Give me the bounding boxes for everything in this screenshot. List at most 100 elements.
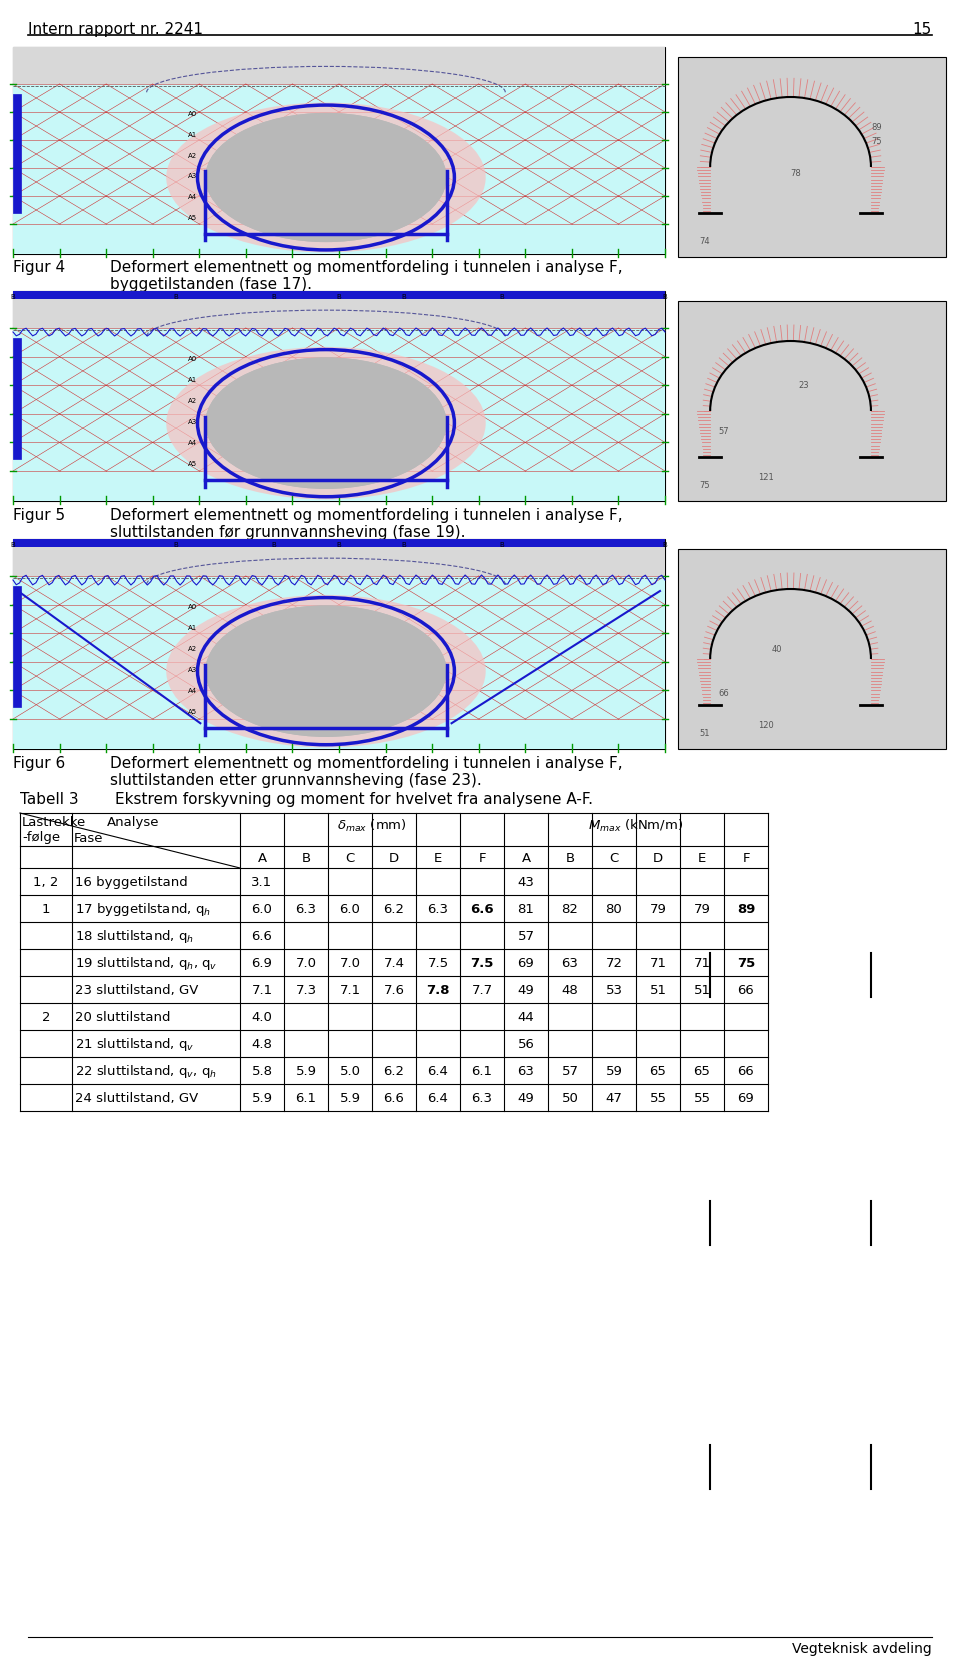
Ellipse shape	[205, 606, 446, 737]
Text: B: B	[301, 852, 311, 863]
Text: 7.1: 7.1	[340, 983, 361, 996]
Bar	[13, 48, 665, 85]
Text: 16 byggetilstand: 16 byggetilstand	[75, 875, 188, 888]
Text: 69: 69	[517, 956, 535, 969]
Text: Deformert elementnett og momentfordeling i tunnelen i analyse F,
byggetilstanden: Deformert elementnett og momentfordeling…	[110, 260, 623, 292]
Text: A0: A0	[188, 111, 198, 118]
Text: 53: 53	[606, 983, 622, 996]
Text: 63: 63	[517, 1064, 535, 1077]
Text: 59: 59	[606, 1064, 622, 1077]
Text: D: D	[389, 852, 399, 863]
Text: 6.1: 6.1	[296, 1092, 317, 1104]
Bar	[13, 540, 665, 548]
Text: 24 sluttilstand, GV: 24 sluttilstand, GV	[75, 1092, 199, 1104]
Text: 57: 57	[517, 930, 535, 943]
Text: 120: 120	[758, 721, 774, 731]
Text: 6.4: 6.4	[427, 1064, 448, 1077]
Text: 17 byggetilstand, q$_h$: 17 byggetilstand, q$_h$	[75, 900, 211, 918]
Bar	[13, 587, 21, 708]
Text: B: B	[402, 293, 407, 300]
Text: 69: 69	[737, 1092, 755, 1104]
Bar	[13, 85, 665, 255]
Text: B: B	[565, 852, 575, 863]
Text: A4: A4	[188, 194, 198, 200]
Text: 6.1: 6.1	[471, 1064, 492, 1077]
Text: 47: 47	[606, 1092, 622, 1104]
Text: 49: 49	[517, 983, 535, 996]
Text: 65: 65	[650, 1064, 666, 1077]
Text: B: B	[402, 542, 407, 548]
Text: 7.4: 7.4	[383, 956, 404, 969]
Text: 66: 66	[737, 1064, 755, 1077]
Text: 6.9: 6.9	[252, 956, 273, 969]
Bar	[13, 292, 665, 300]
Text: 40: 40	[772, 645, 782, 655]
Text: 7.0: 7.0	[340, 956, 361, 969]
Text: A1: A1	[188, 133, 198, 138]
Bar	[13, 94, 21, 214]
Text: F: F	[478, 852, 486, 863]
Text: 4.8: 4.8	[252, 1037, 273, 1051]
Text: 5.9: 5.9	[252, 1092, 273, 1104]
Text: A0: A0	[188, 603, 198, 610]
Text: 75: 75	[871, 138, 881, 146]
Text: $\delta_{max}$ (mm): $\delta_{max}$ (mm)	[337, 817, 407, 833]
Text: 20 sluttilstand: 20 sluttilstand	[75, 1011, 171, 1024]
Text: 23 sluttilstand, GV: 23 sluttilstand, GV	[75, 983, 199, 996]
Text: 55: 55	[693, 1092, 710, 1104]
Text: 6.2: 6.2	[383, 1064, 404, 1077]
Text: 82: 82	[562, 903, 579, 915]
Text: 7.6: 7.6	[383, 983, 404, 996]
Text: 65: 65	[693, 1064, 710, 1077]
Text: 71: 71	[650, 956, 666, 969]
Text: 7.8: 7.8	[426, 983, 449, 996]
Bar	[13, 577, 665, 749]
Text: 50: 50	[562, 1092, 579, 1104]
Text: 4.0: 4.0	[252, 1011, 273, 1024]
Bar	[13, 292, 665, 328]
Bar	[13, 328, 665, 502]
Ellipse shape	[205, 358, 446, 489]
Text: 6.0: 6.0	[252, 903, 273, 915]
Text: 6.0: 6.0	[340, 903, 360, 915]
Text: 6.3: 6.3	[296, 903, 317, 915]
Text: 5.0: 5.0	[340, 1064, 361, 1077]
Text: 23: 23	[799, 381, 809, 391]
Text: Figur 4: Figur 4	[13, 260, 65, 275]
Text: 89: 89	[737, 903, 756, 915]
Text: D: D	[653, 852, 663, 863]
Text: B: B	[662, 293, 667, 300]
Text: E: E	[434, 852, 443, 863]
Text: A5: A5	[188, 215, 198, 220]
Text: A5: A5	[188, 709, 198, 714]
Text: 3.1: 3.1	[252, 875, 273, 888]
Ellipse shape	[166, 595, 486, 747]
Text: A3: A3	[188, 174, 198, 179]
Ellipse shape	[205, 114, 446, 244]
Text: Figur 5: Figur 5	[13, 507, 65, 522]
Text: Fase: Fase	[74, 832, 104, 845]
Bar	[13, 338, 21, 461]
Text: 7.7: 7.7	[471, 983, 492, 996]
Text: A1: A1	[188, 378, 198, 383]
Text: A5: A5	[188, 461, 198, 467]
Text: 43: 43	[517, 875, 535, 888]
Text: 78: 78	[790, 169, 802, 179]
Text: 79: 79	[693, 903, 710, 915]
Text: 6.6: 6.6	[252, 930, 273, 943]
Text: Lastrekke
-følge: Lastrekke -følge	[22, 815, 86, 843]
Text: B: B	[174, 542, 179, 548]
Text: A: A	[257, 852, 267, 863]
Text: C: C	[610, 852, 618, 863]
Text: 5.9: 5.9	[296, 1064, 317, 1077]
Text: 1, 2: 1, 2	[34, 875, 59, 888]
Bar	[13, 540, 665, 577]
Text: 5.9: 5.9	[340, 1092, 361, 1104]
Bar	[13, 48, 665, 255]
Text: 5.8: 5.8	[252, 1064, 273, 1077]
Text: A2: A2	[188, 646, 198, 651]
Text: 75: 75	[737, 956, 756, 969]
Text: F: F	[742, 852, 750, 863]
Text: Deformert elementnett og momentfordeling i tunnelen i analyse F,
sluttilstanden : Deformert elementnett og momentfordeling…	[110, 507, 623, 540]
Text: Tabell 3: Tabell 3	[20, 792, 79, 807]
